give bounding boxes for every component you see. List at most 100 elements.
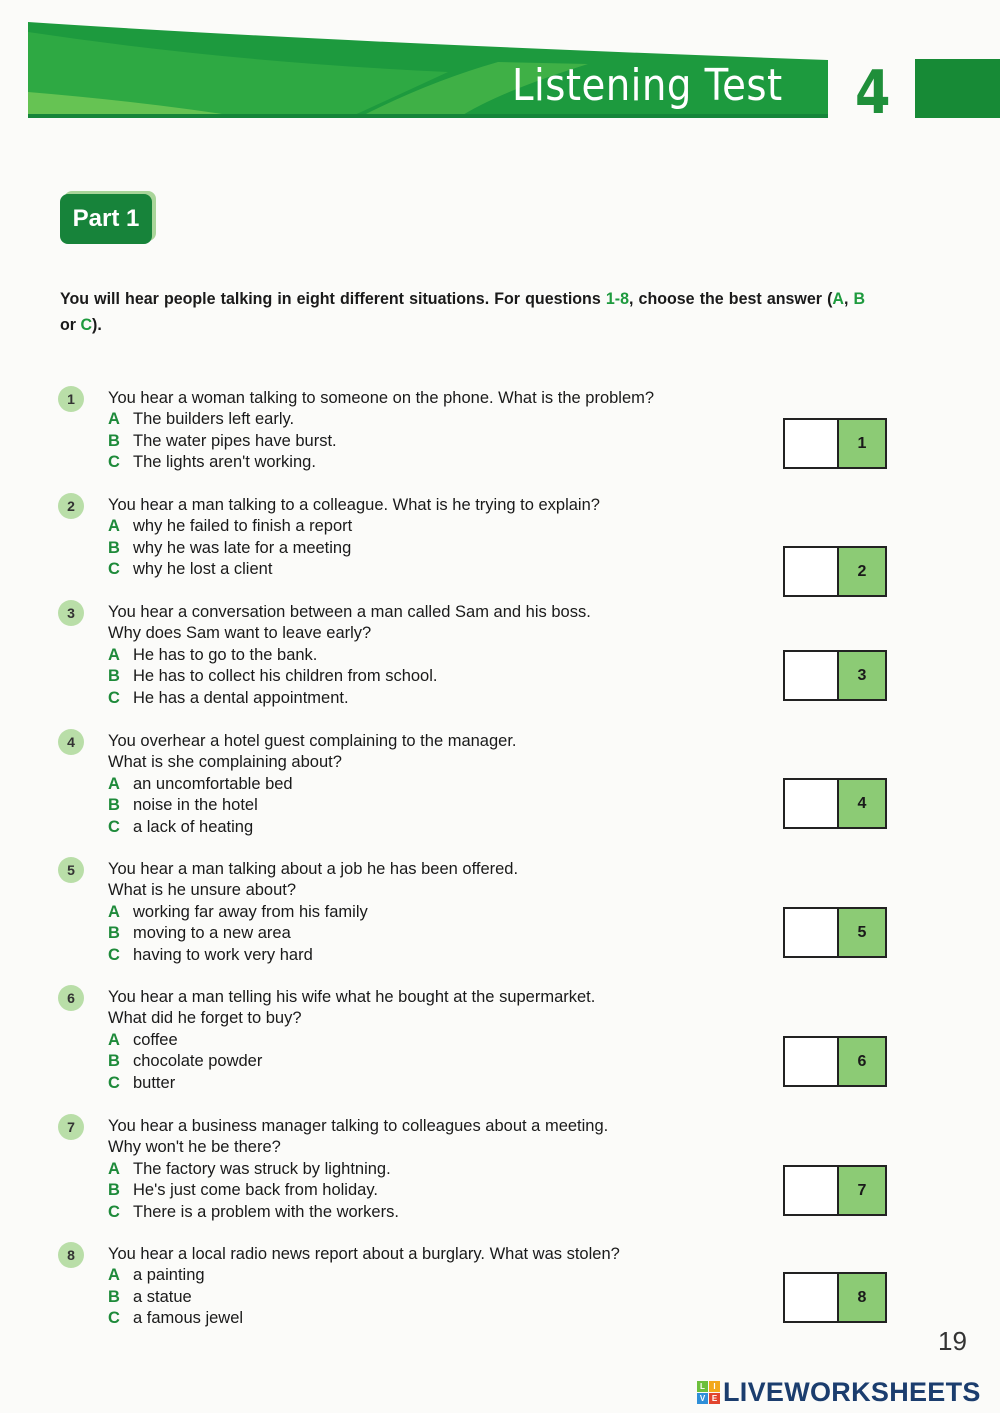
option-text: The water pipes have burst.	[133, 431, 337, 450]
question-3: 3 You hear a conversation between a man c…	[58, 600, 758, 709]
question-2: 2 You hear a man talking to a colleague. …	[58, 493, 758, 581]
option-text: There is a problem with the workers.	[133, 1202, 399, 1221]
question-stem: You overhear a hotel guest complaining t…	[108, 732, 517, 750]
option-text: a statue	[133, 1287, 192, 1306]
question-5: 5 You hear a man talking about a job he h…	[58, 857, 758, 966]
option-c: C The lights aren't working.	[108, 452, 758, 473]
option-letter: C	[108, 560, 120, 579]
page-title: Listening Test	[512, 60, 783, 111]
option-letter: A	[108, 645, 120, 664]
option-a: A The factory was struck by lightning.	[108, 1159, 758, 1180]
question-number: 4	[58, 729, 84, 755]
question-stem: What is he unsure about?	[108, 881, 297, 900]
instr-text: or	[60, 316, 81, 334]
instructions: You will hear people talking in eight di…	[60, 286, 865, 338]
question-stem: What is she complaining about?	[108, 753, 342, 772]
answer-box-number: 6	[839, 1038, 885, 1085]
option-b: B He has to collect his children from sch…	[108, 666, 758, 687]
option-c: C There is a problem with the workers.	[108, 1202, 758, 1223]
answer-input[interactable]	[785, 420, 839, 467]
option-letter: C	[108, 1309, 120, 1328]
answer-input[interactable]	[785, 1274, 839, 1321]
option-b: B The water pipes have burst.	[108, 431, 758, 452]
answer-box-7: 7	[783, 1165, 887, 1216]
option-text: The lights aren't working.	[133, 453, 316, 472]
option-text: having to work very hard	[133, 945, 313, 964]
option-letter: C	[108, 817, 120, 836]
answer-input[interactable]	[785, 780, 839, 827]
option-letter: B	[108, 924, 120, 943]
instr-b: B	[853, 290, 866, 308]
header-bar-right	[915, 59, 1000, 118]
answer-input[interactable]	[785, 1038, 839, 1085]
answer-input[interactable]	[785, 1167, 839, 1214]
instr-text: You will hear people talking in eight di…	[60, 290, 606, 308]
option-b: B He's just come back from holiday.	[108, 1180, 758, 1201]
header-banner	[28, 22, 828, 118]
option-letter: A	[108, 1266, 120, 1285]
option-text: a painting	[133, 1266, 205, 1285]
answer-box-number: 5	[839, 909, 885, 956]
test-number: 4	[855, 58, 891, 128]
option-text: butter	[133, 1073, 176, 1092]
option-letter: C	[108, 945, 120, 964]
answer-input[interactable]	[785, 652, 839, 699]
answer-input[interactable]	[785, 909, 839, 956]
option-c: C He has a dental appointment.	[108, 688, 758, 709]
option-text: coffee	[133, 1030, 178, 1049]
option-letter: A	[108, 1030, 120, 1049]
question-stem: Why won't he be there?	[108, 1138, 281, 1157]
part-label: Part 1	[60, 194, 152, 244]
instr-text: , choose the best answer (	[628, 290, 833, 308]
answer-box-number: 2	[839, 548, 885, 595]
option-text: noise in the hotel	[133, 796, 258, 815]
question-number: 5	[58, 857, 84, 883]
option-letter: B	[108, 1052, 120, 1071]
question-4: 4 You overhear a hotel guest complaining …	[58, 729, 758, 838]
answer-input[interactable]	[785, 548, 839, 595]
answer-box-5: 5	[783, 907, 887, 958]
instr-range: 1-8	[605, 290, 629, 308]
option-letter: A	[108, 517, 120, 536]
answer-box-number: 4	[839, 780, 885, 827]
option-text: a famous jewel	[133, 1309, 244, 1328]
option-text: why he failed to finish a report	[133, 517, 353, 536]
option-text: The builders left early.	[133, 410, 295, 429]
option-text: a lack of heating	[133, 817, 254, 836]
option-letter: B	[108, 667, 120, 686]
question-number: 7	[58, 1114, 84, 1140]
option-text: why he was late for a meeting	[133, 538, 352, 557]
question-stem: You hear a woman talking to someone on t…	[108, 389, 655, 407]
option-text: working far away from his family	[133, 902, 368, 921]
question-8: 8 You hear a local radio news report abou…	[58, 1242, 758, 1330]
question-7: 7 You hear a business manager talking to …	[58, 1114, 758, 1223]
question-number: 3	[58, 600, 84, 626]
answer-box-6: 6	[783, 1036, 887, 1087]
instr-a: A	[832, 290, 844, 308]
option-text: The factory was struck by lightning.	[133, 1159, 391, 1178]
question-stem: You hear a local radio news report about…	[108, 1245, 620, 1263]
option-letter: B	[108, 538, 120, 557]
option-a: A The builders left early.	[108, 409, 758, 430]
option-text: moving to a new area	[133, 924, 291, 943]
answer-box-4: 4	[783, 778, 887, 829]
option-letter: C	[108, 453, 120, 472]
question-1: 1 You hear a woman talking to someone on …	[58, 386, 758, 474]
question-stem: Why does Sam want to leave early?	[108, 624, 372, 643]
page-number: 19	[938, 1326, 967, 1356]
answer-box-8: 8	[783, 1272, 887, 1323]
